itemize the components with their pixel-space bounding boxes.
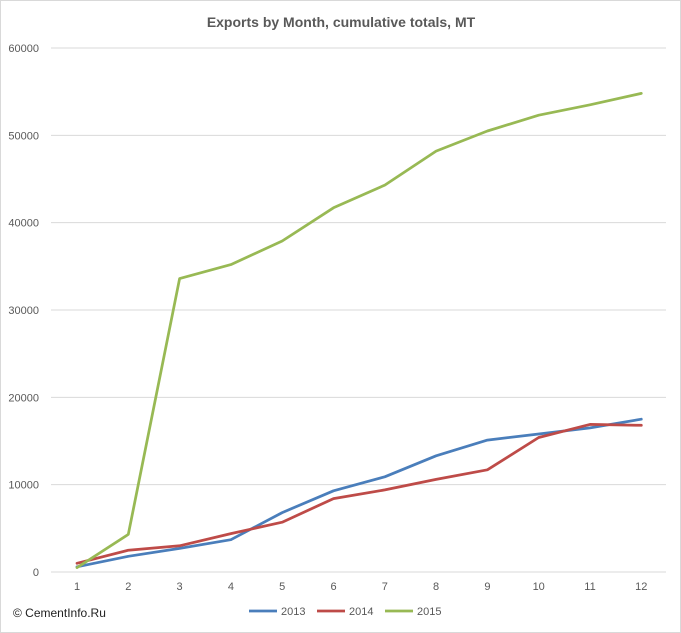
x-tick-label: 12 [635, 581, 647, 593]
copyright-text: © CementInfo.Ru [13, 606, 106, 620]
x-tick-label: 11 [584, 581, 595, 593]
x-tick-label: 1 [74, 581, 80, 593]
series-line-2013 [75, 417, 643, 569]
y-axis-tick-labels: 0 10000 20000 30000 40000 50000 60000 [8, 43, 39, 579]
y-tick-label: 20000 [8, 392, 39, 404]
y-tick-label: 60000 [8, 43, 39, 55]
x-tick-label: 3 [177, 581, 183, 593]
x-tick-label: 8 [433, 581, 439, 593]
y-tick-label: 40000 [8, 218, 39, 230]
gridlines [51, 47, 666, 573]
x-axis-tick-labels: 1 2 3 4 5 6 7 8 9 10 11 12 [74, 581, 647, 593]
y-tick-label: 50000 [8, 130, 39, 142]
chart-title: Exports by Month, cumulative totals, MT [207, 14, 476, 30]
legend: 2013 2014 2015 [249, 606, 441, 618]
series-line-2014 [75, 423, 643, 565]
legend-label-2014: 2014 [349, 606, 373, 618]
x-tick-label: 2 [125, 581, 131, 593]
x-tick-label: 4 [228, 581, 234, 593]
x-tick-label: 6 [330, 581, 336, 593]
legend-label-2013: 2013 [281, 606, 305, 618]
x-tick-label: 10 [533, 581, 545, 593]
y-tick-label: 10000 [8, 480, 39, 492]
x-tick-label: 5 [279, 581, 285, 593]
y-tick-label: 30000 [8, 305, 39, 317]
series-lines [75, 92, 643, 569]
x-tick-label: 7 [382, 581, 388, 593]
x-tick-label: 9 [484, 581, 490, 593]
legend-label-2015: 2015 [417, 606, 441, 618]
y-tick-label: 0 [33, 567, 39, 579]
series-line-2015 [75, 92, 643, 569]
